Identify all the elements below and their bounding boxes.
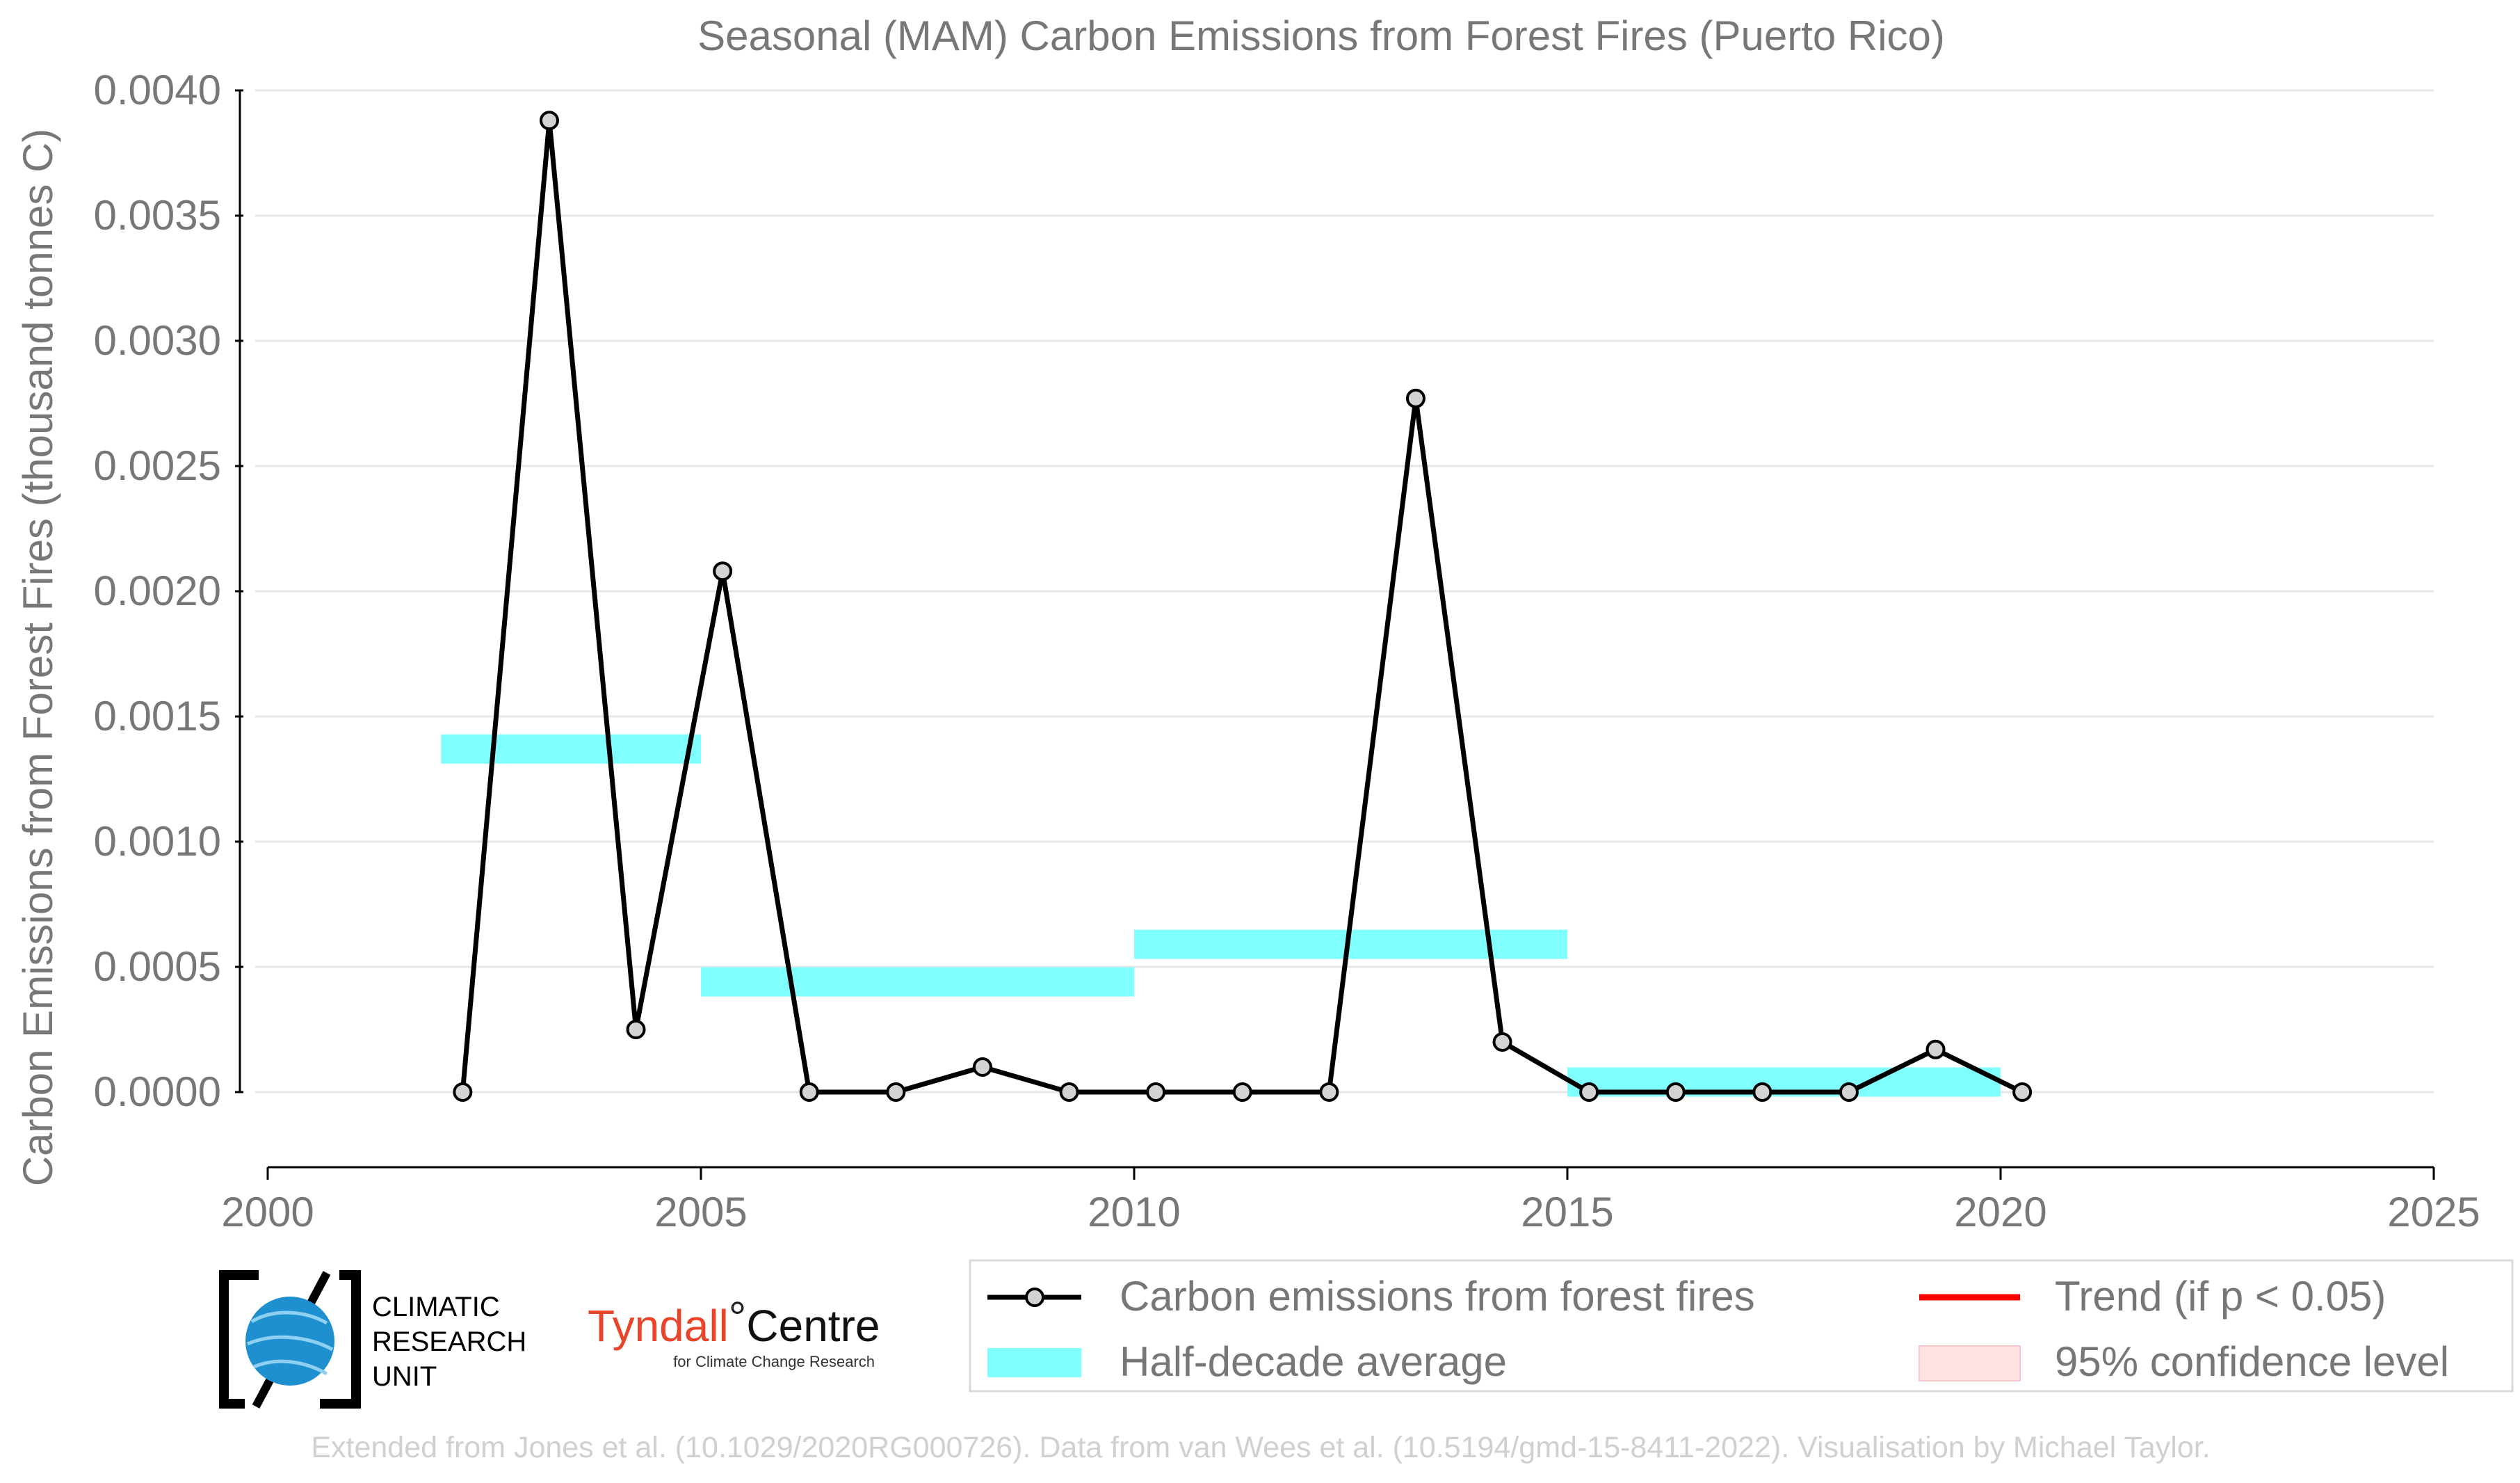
y-tick-label: 0.0030: [93, 317, 221, 364]
axes: [235, 89, 2435, 1180]
y-tick-label: 0.0020: [93, 568, 221, 614]
legend-frame: [969, 1259, 2514, 1393]
data-point: [626, 1020, 646, 1039]
y-tick-label: 0.0025: [93, 442, 221, 489]
data-point: [1405, 388, 1425, 408]
x-tick-label: 2010: [1088, 1189, 1180, 1235]
data-point: [1839, 1082, 1859, 1102]
tyndall-degree: °: [729, 1292, 747, 1342]
half-decade-bands: [441, 734, 2001, 1097]
data-point: [1579, 1082, 1599, 1102]
half-decade-band: [701, 967, 1134, 997]
tyndall-main: Tyndall: [588, 1301, 729, 1351]
cru-line-2: RESEARCH: [372, 1326, 526, 1357]
data-point: [1319, 1082, 1339, 1102]
series-emissions: [453, 111, 2033, 1102]
tyndall-wordmark: Tyndall°Centre: [588, 1292, 880, 1351]
y-tick-label: 0.0010: [93, 818, 221, 865]
data-point: [539, 111, 559, 131]
legend-swatch-half-decade: [987, 1348, 1081, 1377]
data-point: [972, 1057, 992, 1077]
data-point: [886, 1082, 906, 1102]
data-point: [799, 1082, 819, 1102]
y-tick-label: 0.0005: [93, 943, 221, 990]
data-point: [1232, 1082, 1252, 1102]
cru-line-3: UNIT: [372, 1361, 437, 1392]
tick-labels: 0.0000 0.0005 0.0010 0.0015 0.0020 0.0025 0.00…: [93, 67, 2480, 1235]
data-point: [1492, 1032, 1512, 1052]
data-point: [713, 561, 733, 582]
x-tick-label: 2005: [654, 1189, 747, 1235]
x-tick-label: 2000: [221, 1189, 314, 1235]
y-tick-label: 0.0000: [93, 1068, 221, 1115]
data-point: [1925, 1039, 1946, 1059]
y-tick-label: 0.0035: [93, 192, 221, 239]
chart-title: Seasonal (MAM) Carbon Emissions from For…: [697, 13, 1945, 59]
x-tick-label: 2020: [1954, 1189, 2046, 1235]
x-tick-label: 2015: [1521, 1189, 1613, 1235]
cru-text: CLIMATIC RESEARCH UNIT: [372, 1292, 526, 1392]
legend: Carbon emissions from forest fires Half-…: [969, 1259, 2514, 1393]
globe-swirl: [247, 1310, 334, 1376]
data-point: [453, 1082, 473, 1102]
data-point: [1752, 1082, 1772, 1102]
y-tick-label: 0.0015: [93, 693, 221, 739]
data-point: [1665, 1082, 1686, 1102]
cru-logo: [219, 1270, 361, 1409]
legend-label-emissions: Carbon emissions from forest fires: [1120, 1273, 1755, 1320]
cru-bracket-right: [320, 1270, 361, 1409]
legend-label-half-decade: Half-decade average: [1120, 1338, 1507, 1385]
data-point: [1059, 1082, 1079, 1102]
legend-swatch-confidence: [1919, 1345, 2021, 1381]
y-tick-label: 0.0040: [93, 67, 221, 113]
footer-credit: Extended from Jones et al. (10.1029/2020…: [311, 1431, 2210, 1464]
tyndall-subtitle: for Climate Change Research: [673, 1353, 875, 1370]
tyndall-centre: Centre: [746, 1301, 880, 1351]
cru-line-1: CLIMATIC: [372, 1292, 500, 1322]
tyndall-logo: Tyndall°Centre for Climate Change Resear…: [588, 1292, 880, 1370]
half-decade-band: [441, 734, 701, 764]
y-axis-label: Carbon Emissions from Forest Fires (thou…: [15, 129, 61, 1187]
data-point: [2012, 1082, 2033, 1102]
x-tick-label: 2025: [2387, 1189, 2480, 1235]
data-point: [1146, 1082, 1166, 1102]
legend-label-confidence: 95% confidence level: [2055, 1338, 2449, 1385]
cru-bracket-left: [219, 1270, 259, 1409]
legend-swatch-emissions-marker: [1025, 1288, 1044, 1307]
legend-label-trend: Trend (if p < 0.05): [2055, 1273, 2386, 1320]
